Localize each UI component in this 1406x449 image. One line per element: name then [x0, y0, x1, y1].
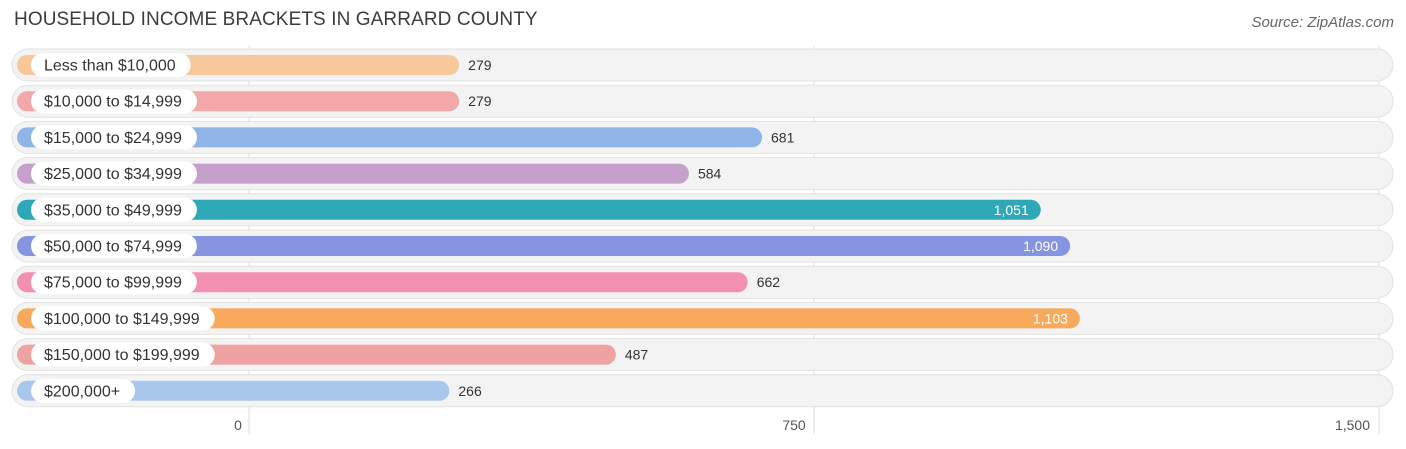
bar	[17, 236, 1071, 256]
bar-row: $25,000 to $34,999 584	[11, 157, 1394, 191]
category-pill	[31, 197, 197, 222]
category-label: $15,000 to $24,999	[44, 130, 182, 147]
category-label: $75,000 to $99,999	[44, 275, 182, 292]
value-label: 1,051	[994, 202, 1029, 218]
value-label: 584	[698, 166, 722, 182]
category-pill	[31, 53, 191, 77]
bar-row: $150,000 to $199,999 487	[11, 338, 1394, 372]
tick-label: 750	[782, 417, 806, 433]
category-label: $150,000 to $199,999	[44, 347, 200, 364]
value-label: 487	[625, 347, 649, 363]
value-label: 279	[468, 93, 492, 109]
category-label: $50,000 to $74,999	[44, 239, 182, 256]
chart-source: Source: ZipAtlas.com	[1251, 14, 1394, 31]
bar-row: $15,000 to $24,999 681	[11, 120, 1394, 154]
category-label: $200,000+	[44, 383, 120, 400]
category-pill	[31, 342, 215, 367]
bar	[17, 272, 748, 293]
bar-row: Less than $10,000 279	[11, 48, 1394, 82]
tick-label: 0	[234, 417, 242, 433]
bar-row: $50,000 to $74,999 1,090	[11, 229, 1394, 263]
bar	[17, 308, 1080, 329]
value-label: 681	[771, 129, 795, 145]
value-label: 266	[458, 383, 482, 399]
category-label: $10,000 to $14,999	[44, 94, 182, 111]
bar	[17, 127, 763, 148]
category-pill	[31, 306, 215, 331]
category-label: Less than $10,000	[44, 58, 176, 75]
chart-title: HOUSEHOLD INCOME BRACKETS IN GARRARD COU…	[14, 9, 538, 30]
value-label: 662	[757, 274, 781, 290]
category-pill	[31, 378, 136, 403]
category-pill	[31, 89, 197, 114]
category-pill	[31, 161, 197, 186]
category-pill	[31, 270, 197, 295]
bar-row: $35,000 to $49,999 1,051	[11, 193, 1394, 227]
category-pill	[31, 125, 197, 150]
category-label: $35,000 to $49,999	[44, 202, 182, 219]
category-label: $100,000 to $149,999	[44, 311, 200, 328]
bar-row: $75,000 to $99,999 662	[11, 265, 1394, 299]
value-label: 279	[468, 57, 492, 73]
value-label: 1,103	[1033, 310, 1068, 326]
bar-row: $200,000+ 266	[11, 374, 1394, 408]
bar-row: $100,000 to $149,999 1,103	[11, 301, 1394, 335]
category-label: $25,000 to $34,999	[44, 166, 182, 183]
bar-row: $10,000 to $14,999 279	[11, 84, 1394, 118]
tick-label: 1,500	[1335, 417, 1370, 433]
bar	[17, 199, 1041, 220]
category-pill	[31, 234, 197, 258]
value-label: 1,090	[1023, 238, 1058, 254]
